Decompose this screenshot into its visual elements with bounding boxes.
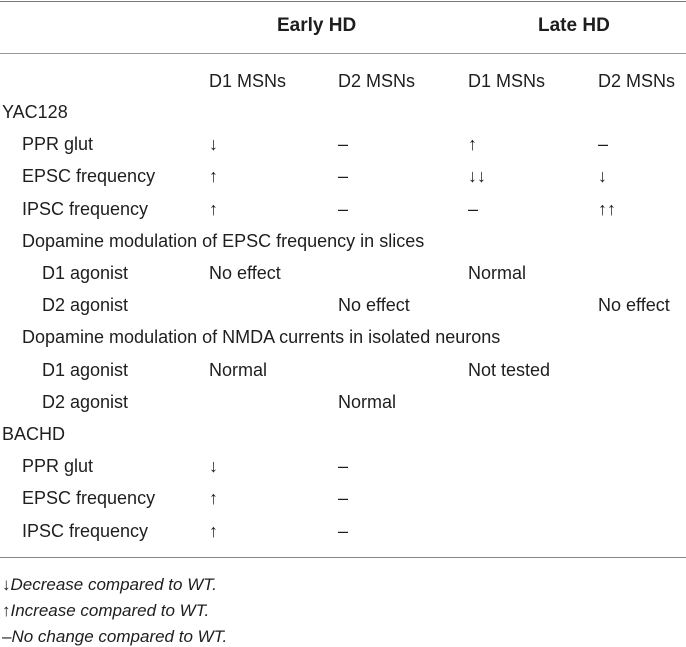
column-header-early-d2: D2 MSNs bbox=[338, 71, 416, 91]
table-cell: – bbox=[338, 198, 349, 219]
table-cell: – bbox=[338, 166, 349, 187]
table-cell: – bbox=[338, 134, 349, 155]
table-cell: ↑↑ bbox=[598, 198, 616, 219]
footnote-symbol: ↑ bbox=[2, 601, 11, 620]
table-cell: ↓ bbox=[598, 166, 607, 187]
table-row: D1 agonist No effect Normal bbox=[0, 257, 686, 289]
table-cell: ↑ bbox=[209, 166, 218, 187]
column-header-late-d2: D2 MSNs bbox=[598, 71, 676, 91]
row-label: D1 agonist bbox=[42, 359, 129, 380]
header-divider-rule bbox=[0, 53, 686, 54]
footnote-increase: ↑Increase compared to WT. bbox=[2, 600, 209, 621]
table-cell: No effect bbox=[338, 295, 410, 316]
row-label: EPSC frequency bbox=[22, 166, 156, 187]
table-row: BACHD bbox=[0, 418, 686, 450]
table-row: D2 agonist No effect No effect bbox=[0, 289, 686, 321]
footnote-text: Decrease compared to WT. bbox=[10, 575, 217, 594]
table-cell: ↑ bbox=[209, 488, 218, 509]
column-header-late-d1: D1 MSNs bbox=[468, 71, 546, 91]
row-group-label: YAC128 bbox=[2, 102, 68, 122]
row-label: IPSC frequency bbox=[22, 198, 149, 219]
table-cell: Normal bbox=[209, 359, 268, 380]
table-row: IPSC frequency ↑ – bbox=[0, 515, 686, 547]
table-bottom-rule bbox=[0, 557, 686, 558]
table-row: EPSC frequency ↑ – bbox=[0, 482, 686, 514]
table-cell: – bbox=[598, 134, 609, 155]
footnote-text: No change compared to WT. bbox=[11, 627, 228, 646]
row-label: PPR glut bbox=[22, 134, 94, 155]
row-label: Dopamine modulation of EPSC frequency in… bbox=[22, 230, 425, 251]
table-cell: Normal bbox=[338, 391, 397, 412]
table-cell: ↑ bbox=[209, 520, 218, 541]
table-cell: – bbox=[338, 520, 349, 541]
table-cell: – bbox=[468, 198, 479, 219]
group-header-late-hd: Late HD bbox=[538, 15, 610, 36]
table-cell: No effect bbox=[598, 295, 670, 316]
table-row: EPSC frequency ↑ – ↓↓ ↓ bbox=[0, 160, 686, 192]
table-cell: ↓ bbox=[209, 134, 218, 155]
table-top-rule bbox=[0, 1, 686, 2]
row-label: Dopamine modulation of NMDA currents in … bbox=[22, 327, 501, 348]
footnote-no-change: –No change compared to WT. bbox=[2, 626, 227, 647]
table-row: D1 agonist Normal Not tested bbox=[0, 354, 686, 386]
column-header-early-d1: D1 MSNs bbox=[209, 71, 287, 91]
row-label: D2 agonist bbox=[42, 391, 129, 412]
row-label: IPSC frequency bbox=[22, 520, 149, 541]
table-cell: ↓ bbox=[209, 456, 218, 477]
table-cell: Normal bbox=[468, 263, 527, 283]
table-cell: – bbox=[338, 488, 349, 509]
table-row: Dopamine modulation of NMDA currents in … bbox=[0, 321, 686, 353]
row-label: D1 agonist bbox=[42, 263, 129, 283]
table-cell: ↑ bbox=[468, 134, 477, 155]
footnote-decrease: ↓Decrease compared to WT. bbox=[2, 574, 217, 595]
table-cell: ↓↓ bbox=[468, 166, 486, 187]
table-row: Dopamine modulation of EPSC frequency in… bbox=[0, 225, 686, 257]
table-row: PPR glut ↓ – ↑ – bbox=[0, 128, 686, 160]
table-row: IPSC frequency ↑ – – ↑↑ bbox=[0, 193, 686, 225]
table-row: PPR glut ↓ – bbox=[0, 450, 686, 482]
footnote-text: Increase compared to WT. bbox=[10, 601, 210, 620]
group-header-early-hd: Early HD bbox=[277, 15, 357, 36]
table-row: D2 agonist Normal bbox=[0, 386, 686, 418]
table-cell: No effect bbox=[209, 263, 281, 283]
footnote-symbol: ↓ bbox=[2, 575, 11, 594]
footnote-symbol: – bbox=[2, 627, 12, 646]
row-group-label: BACHD bbox=[2, 424, 66, 444]
table-cell: ↑ bbox=[209, 198, 218, 219]
table-cell: – bbox=[338, 456, 349, 477]
row-label: PPR glut bbox=[22, 456, 94, 477]
table-cell: Not tested bbox=[468, 359, 551, 380]
row-label: D2 agonist bbox=[42, 295, 129, 316]
table-row: YAC128 bbox=[0, 96, 686, 128]
row-label: EPSC frequency bbox=[22, 488, 156, 509]
